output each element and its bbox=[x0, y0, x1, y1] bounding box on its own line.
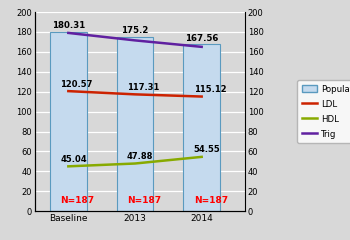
Text: 180.31: 180.31 bbox=[52, 21, 85, 30]
Legend: Population, LDL, HDL, Trig: Population, LDL, HDL, Trig bbox=[297, 80, 350, 143]
Bar bbox=[183, 44, 220, 211]
Text: 175.2: 175.2 bbox=[121, 26, 149, 35]
Text: 115.12: 115.12 bbox=[194, 85, 226, 94]
Text: 45.04: 45.04 bbox=[60, 155, 87, 164]
Text: 167.56: 167.56 bbox=[185, 34, 218, 43]
Text: N=187: N=187 bbox=[127, 196, 161, 205]
Text: N=187: N=187 bbox=[60, 196, 94, 205]
Bar bbox=[50, 32, 87, 211]
Text: 47.88: 47.88 bbox=[127, 152, 153, 161]
Bar bbox=[117, 37, 153, 211]
Text: 54.55: 54.55 bbox=[194, 145, 220, 154]
Text: 120.57: 120.57 bbox=[60, 80, 93, 89]
Text: N=187: N=187 bbox=[194, 196, 228, 205]
Text: 117.31: 117.31 bbox=[127, 83, 159, 92]
